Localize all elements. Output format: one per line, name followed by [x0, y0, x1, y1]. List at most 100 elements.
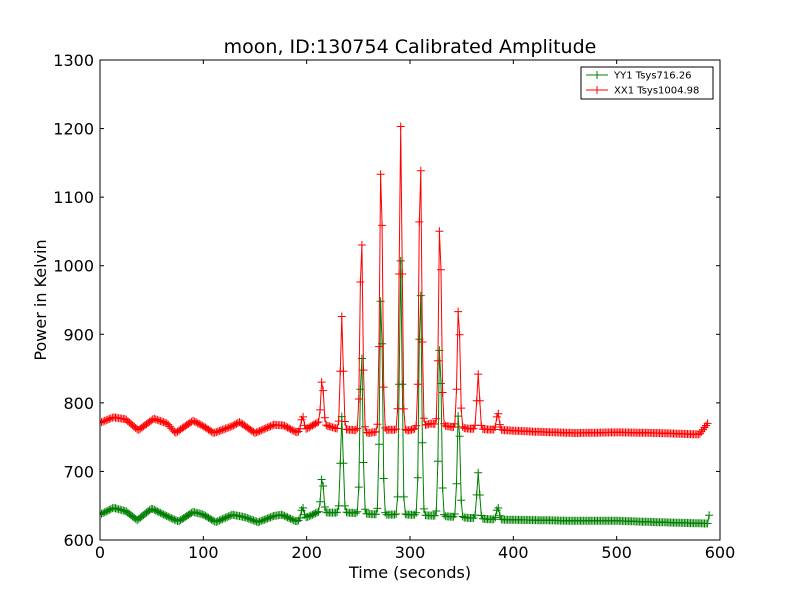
data-point — [296, 514, 304, 522]
data-point — [373, 504, 382, 513]
legend-box — [580, 66, 714, 100]
y-tick-label: 900 — [63, 325, 94, 344]
legend: YY1 Tsys716.26 XX1 Tsys1004.98 — [580, 66, 714, 100]
data-point — [319, 386, 328, 395]
x-tick-label: 400 — [498, 543, 529, 562]
legend-marker — [593, 86, 601, 94]
data-point — [432, 414, 441, 423]
y-tick-label: 800 — [63, 394, 94, 413]
data-point — [317, 378, 326, 387]
data-point — [333, 424, 342, 433]
data-point — [418, 438, 427, 447]
y-tick-label: 1000 — [53, 257, 94, 276]
data-point — [418, 338, 427, 346]
data-point — [705, 511, 714, 520]
data-point — [379, 383, 388, 392]
y-tick-label: 1200 — [53, 120, 94, 139]
data-point — [455, 330, 464, 339]
data-point — [475, 491, 484, 499]
data-point — [474, 468, 483, 477]
y-tick-label: 700 — [63, 462, 94, 481]
data-point — [156, 417, 165, 425]
axes: 0 100 200 300 400 500 600 600 700 800 900 1000 1100 1… — [53, 51, 735, 562]
series-xx1 — [100, 122, 712, 439]
data-point — [156, 508, 165, 517]
data-point — [333, 508, 342, 517]
data-point — [316, 497, 325, 506]
data-point — [437, 379, 445, 388]
data-point — [703, 519, 712, 528]
data-point — [430, 511, 439, 520]
data-point — [699, 425, 707, 434]
data-point — [396, 122, 405, 131]
data-point — [432, 507, 441, 515]
data-point — [361, 422, 370, 431]
data-point — [202, 424, 211, 433]
data-point — [495, 420, 504, 429]
data-point — [339, 367, 348, 376]
data-point — [319, 482, 328, 490]
data-point — [255, 517, 264, 526]
data-point — [339, 459, 348, 468]
data-point — [317, 475, 326, 484]
data-point — [340, 501, 349, 510]
data-point — [392, 425, 401, 434]
data-point — [320, 503, 329, 511]
data-point — [375, 342, 383, 351]
data-point — [452, 385, 461, 394]
data-point — [373, 420, 382, 429]
legend-marker — [593, 71, 601, 79]
data-point — [340, 417, 349, 426]
data-point — [286, 425, 295, 434]
data-point — [492, 412, 501, 421]
data-point — [396, 256, 405, 265]
data-point — [398, 380, 407, 389]
x-tick-label: 0 — [95, 543, 105, 562]
data-point — [415, 217, 424, 226]
data-point — [299, 503, 308, 512]
data-point — [351, 426, 360, 435]
data-point — [286, 514, 295, 523]
x-tick-label: 600 — [705, 543, 736, 562]
data-point — [413, 473, 422, 482]
data-point — [320, 413, 329, 422]
data-point — [419, 414, 428, 423]
data-point — [416, 166, 425, 175]
data-point — [438, 388, 447, 397]
data-point — [337, 312, 346, 321]
data-point — [390, 510, 399, 519]
data-point — [454, 307, 463, 316]
data-point — [351, 509, 360, 518]
x-tick-label: 500 — [601, 543, 632, 562]
data-point — [475, 396, 484, 405]
data-point — [412, 421, 421, 430]
data-point — [450, 419, 459, 428]
data-point — [695, 429, 704, 438]
data-point — [100, 418, 106, 427]
legend-label: YY1 Tsys716.26 — [613, 71, 692, 82]
data-point — [100, 509, 106, 518]
data-point — [700, 423, 709, 432]
data-point — [299, 412, 308, 421]
data-point — [399, 404, 408, 413]
data-point — [452, 479, 461, 488]
data-point — [357, 241, 366, 249]
data-point — [356, 278, 365, 286]
data-point — [218, 515, 227, 524]
data-point — [314, 418, 323, 426]
data-point — [410, 510, 419, 519]
data-point — [202, 512, 211, 521]
plot-area — [100, 60, 720, 540]
data-point — [450, 510, 459, 518]
legend-item: YY1 Tsys716.26 — [586, 71, 692, 82]
data-point — [457, 496, 466, 505]
data-point — [313, 418, 321, 427]
x-tick-label: 100 — [188, 543, 219, 562]
data-point — [491, 423, 500, 431]
data-point — [218, 425, 227, 434]
y-tick-label: 600 — [63, 531, 94, 550]
data-point — [359, 366, 368, 375]
data-point — [412, 508, 421, 517]
legend-label: XX1 Tsys1004.98 — [614, 86, 699, 97]
